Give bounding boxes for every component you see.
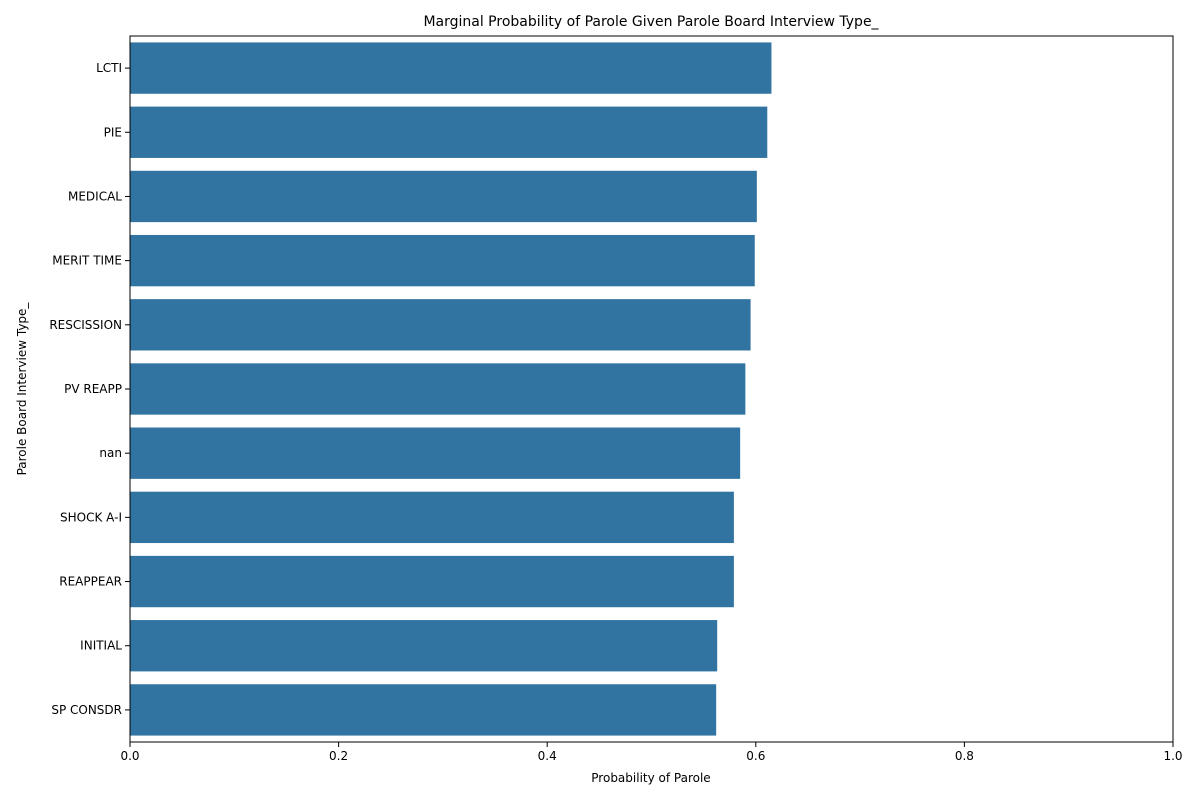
y-tick-label: MEDICAL [68,189,122,203]
y-tick-label: PV REAPP [64,382,122,396]
bar-pv-reapp [130,363,746,415]
y-tick-label: nan [99,446,122,460]
y-tick-label: REAPPEAR [59,575,122,589]
y-axis: LCTI PIE MEDICAL MERIT TIME RESCISSION PV REA… [49,61,130,717]
x-tick-label: 0.0 [120,749,139,763]
x-tick-label: 0.2 [329,749,348,763]
bars-group [130,42,772,736]
x-tick-label: 0.8 [955,749,974,763]
chart-title: Marginal Probability of Parole Given Par… [423,14,879,30]
bar-pie [130,106,768,158]
bar-initial [130,620,718,672]
x-tick-label: 0.4 [538,749,557,763]
y-tick-label: SP CONSDR [51,703,122,717]
bar-reappear [130,555,734,608]
y-tick-label: INITIAL [80,639,122,653]
bar-shock-a-i [130,491,734,544]
y-tick-label: PIE [104,125,122,139]
bar-rescission [130,299,751,351]
x-tick-label: 1.0 [1163,749,1182,763]
bar-lcti [130,42,772,94]
bar-merit-time [130,234,755,287]
y-tick-label: LCTI [96,61,122,75]
y-tick-label: SHOCK A-I [60,510,122,524]
bar-medical [130,170,757,223]
bar-nan [130,427,741,479]
y-axis-label: Parole Board Interview Type_ [15,302,29,476]
x-axis: 0.0 0.2 0.4 0.6 0.8 1.0 [120,742,1183,763]
x-tick-label: 0.6 [746,749,765,763]
y-tick-label: MERIT TIME [52,254,122,268]
bar-sp-consdr [130,684,717,736]
y-tick-label: RESCISSION [49,318,122,332]
x-axis-label: Probability of Parole [591,771,710,785]
